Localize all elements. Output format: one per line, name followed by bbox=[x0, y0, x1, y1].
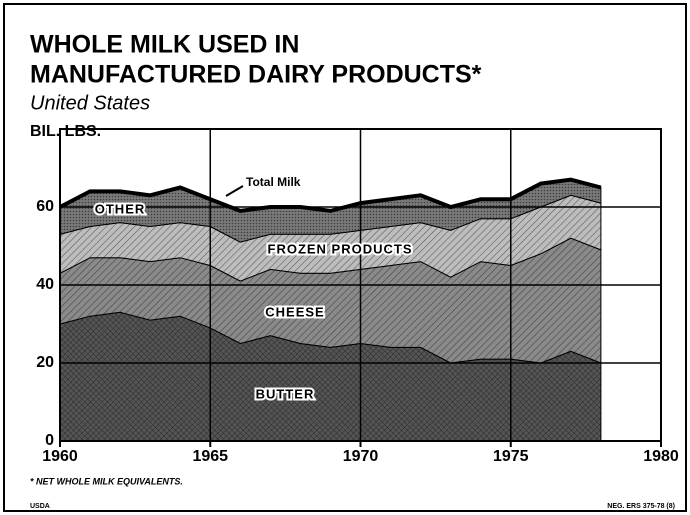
frame bbox=[3, 3, 687, 512]
x-tick-label: 1970 bbox=[343, 448, 379, 465]
y-tick-label: 0 bbox=[45, 432, 54, 449]
y-axis-label: BIL. LBS. bbox=[30, 123, 101, 140]
plot: 0 20 40 60 1960 1965 1970 1975 1980 BUTTER CHEESE F… bbox=[36, 128, 679, 465]
series-label: CHEESE bbox=[265, 304, 324, 319]
series-label: BUTTER bbox=[256, 386, 315, 401]
x-tick-label: 1960 bbox=[42, 448, 78, 465]
x-tick-label: 1965 bbox=[192, 448, 228, 465]
area-texture bbox=[60, 312, 601, 441]
series-label: FROZEN PRODUCTS bbox=[268, 241, 413, 256]
annotation: Total Milk bbox=[246, 175, 301, 189]
title-line: MANUFACTURED DAIRY PRODUCTS* bbox=[30, 61, 482, 89]
footnote: * NET WHOLE MILK EQUIVALENTS. bbox=[30, 476, 183, 486]
title-line: WHOLE MILK USED IN bbox=[30, 31, 299, 59]
x-tick-label: 1975 bbox=[493, 448, 529, 465]
x-tick-label: 1980 bbox=[643, 448, 679, 465]
y-tick-label: 20 bbox=[36, 354, 54, 371]
source: USDA bbox=[30, 503, 50, 510]
area-texture bbox=[60, 195, 601, 282]
annotation-arrow bbox=[225, 185, 244, 197]
area-texture bbox=[60, 238, 601, 363]
plot-frame bbox=[59, 128, 662, 442]
code: NEG. ERS 375-78 (8) bbox=[607, 503, 675, 510]
series-label: OTHER bbox=[95, 201, 146, 216]
subtitle: United States bbox=[30, 92, 150, 114]
y-tick-label: 40 bbox=[36, 276, 54, 293]
y-tick-label: 60 bbox=[36, 198, 54, 215]
